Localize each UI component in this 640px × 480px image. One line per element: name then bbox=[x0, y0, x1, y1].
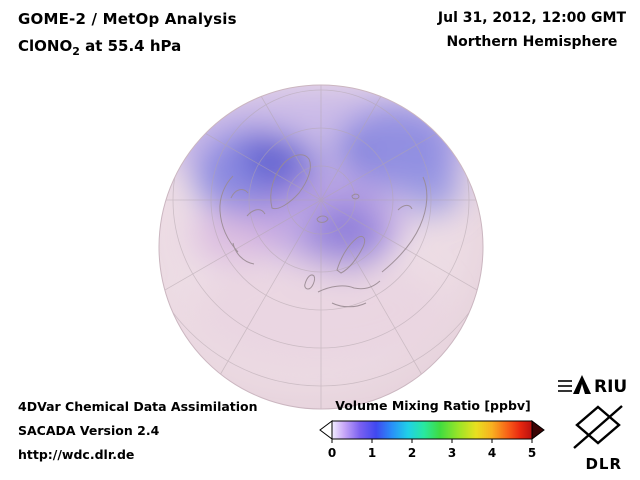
pressure-level-label: at 55.4 hPa bbox=[79, 37, 182, 55]
colorbar-tick-marks bbox=[331, 439, 533, 443]
riu-logo-icon: RIU bbox=[558, 375, 627, 397]
page-title: GOME-2 / MetOp Analysis bbox=[18, 10, 237, 28]
coastlines bbox=[219, 154, 428, 308]
assimilation-label: 4DVar Chemical Data Assimilation bbox=[18, 399, 258, 414]
colorbar-gradient-bar bbox=[331, 420, 533, 440]
url-label: http://wdc.dlr.de bbox=[18, 447, 135, 462]
tick-label: 3 bbox=[447, 446, 457, 460]
tick-label: 2 bbox=[407, 446, 417, 460]
colorbar-right-arrow bbox=[531, 420, 545, 440]
footer-credits: 4DVar Chemical Data Assimilation SACADA … bbox=[18, 395, 258, 467]
colorbar: Volume Mixing Ratio [ppbv] 0 1 2 3 4 5 bbox=[318, 398, 550, 468]
compound-subscript: 2 bbox=[72, 45, 80, 58]
dlr-logo-icon bbox=[573, 405, 623, 449]
dlr-logo: DLR bbox=[572, 404, 624, 473]
colorbar-scale bbox=[319, 420, 545, 443]
tick-label: 5 bbox=[527, 446, 537, 460]
tick-label: 1 bbox=[367, 446, 377, 460]
dlr-logo-text: DLR bbox=[585, 455, 622, 473]
subtitle-compound-level: ClONO2 at 55.4 hPa bbox=[18, 37, 181, 58]
version-label: SACADA Version 2.4 bbox=[18, 423, 160, 438]
tick-label: 4 bbox=[487, 446, 497, 460]
colorbar-left-arrow bbox=[319, 420, 333, 440]
colorbar-title: Volume Mixing Ratio [ppbv] bbox=[335, 398, 531, 413]
mixing-ratio-field bbox=[160, 85, 480, 365]
tick-label: 0 bbox=[327, 446, 337, 460]
compound-label: ClONO bbox=[18, 37, 73, 55]
datetime-label: Jul 31, 2012, 12:00 GMT bbox=[437, 10, 626, 26]
globe-rim bbox=[158, 84, 484, 410]
datetime-block: Jul 31, 2012, 12:00 GMT Northern Hemisph… bbox=[438, 10, 626, 50]
hemisphere-label: Northern Hemisphere bbox=[446, 34, 618, 50]
riu-logo-text: RIU bbox=[594, 377, 627, 397]
riu-logo: RIU bbox=[556, 372, 628, 402]
